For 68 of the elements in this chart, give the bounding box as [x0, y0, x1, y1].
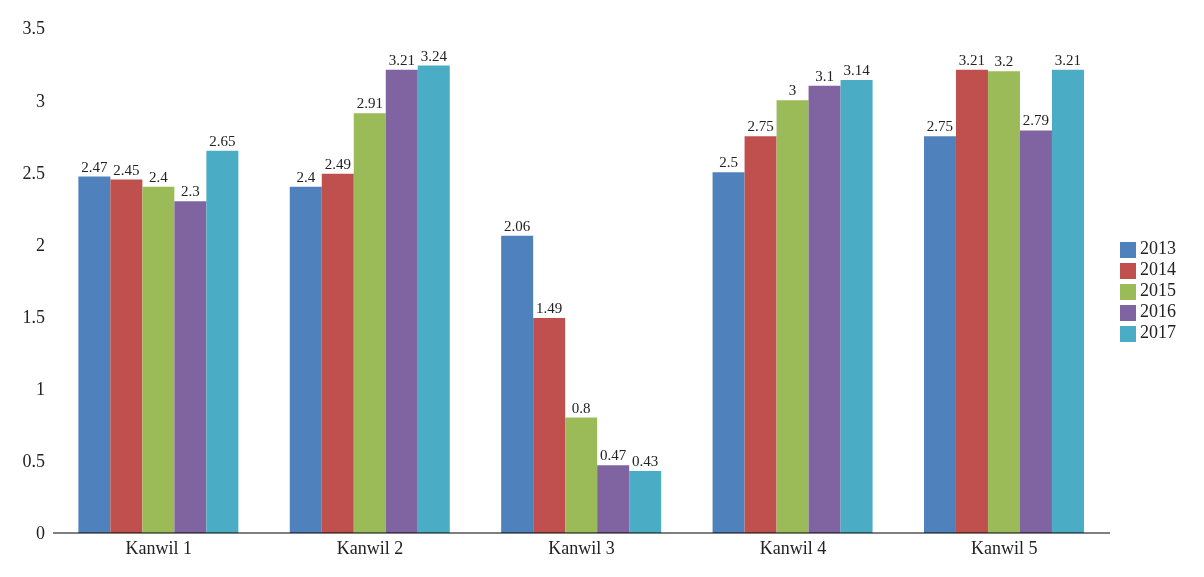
y-tick-label: 0 — [36, 523, 45, 544]
data-label: 3.21 — [388, 51, 415, 68]
bar — [174, 201, 207, 533]
bar — [1019, 130, 1052, 533]
bar — [744, 136, 777, 533]
bar — [385, 69, 418, 533]
bar — [629, 470, 662, 533]
bar — [987, 71, 1020, 533]
x-tick-label: Kanwil 4 — [759, 537, 827, 558]
data-label: 2.47 — [81, 158, 108, 175]
data-label: 3.1 — [815, 67, 834, 84]
bar — [923, 136, 956, 533]
data-label: 3.21 — [1054, 51, 1082, 68]
data-label: 2.65 — [209, 132, 236, 149]
data-label: 2.45 — [113, 161, 140, 178]
legend-label: 2013 — [1140, 238, 1176, 258]
data-label: 2.75 — [747, 118, 774, 135]
bar — [533, 318, 566, 533]
legend-label: 2016 — [1140, 301, 1176, 321]
data-label: 2.91 — [356, 95, 383, 112]
x-tick-label: Kanwil 2 — [336, 537, 404, 558]
bar — [321, 173, 354, 533]
y-tick-label: 1.5 — [22, 306, 45, 327]
data-label: 3.21 — [958, 51, 986, 68]
data-label: 2.4 — [296, 168, 316, 185]
data-label: 3.2 — [994, 53, 1014, 70]
bar — [206, 150, 239, 533]
legend-label: 2015 — [1140, 280, 1176, 300]
data-label: 2.4 — [148, 168, 169, 185]
data-label: 2.3 — [180, 183, 200, 200]
data-label: 3.24 — [420, 47, 448, 64]
data-label: 2.79 — [1022, 112, 1050, 129]
legend-label: 2017 — [1140, 322, 1176, 342]
y-tick-label: 0.5 — [22, 451, 45, 472]
bar — [712, 172, 745, 533]
bar — [353, 113, 386, 533]
bar — [1051, 69, 1084, 533]
bar — [289, 186, 322, 533]
bar — [955, 69, 988, 533]
data-label: 0.8 — [571, 399, 591, 416]
y-tick-label: 2 — [36, 234, 45, 255]
y-tick-label: 3 — [36, 90, 45, 111]
bar — [840, 79, 873, 533]
data-label: 0.43 — [632, 452, 659, 469]
x-tick-label: Kanwil 5 — [971, 537, 1038, 558]
data-label: 1.49 — [536, 300, 563, 317]
legend-label: 2014 — [1140, 259, 1176, 279]
bar — [142, 186, 175, 533]
bar — [417, 65, 450, 533]
data-label: 2.5 — [719, 154, 738, 171]
y-tick-label: 1 — [36, 379, 45, 400]
bar — [597, 465, 630, 533]
bar — [808, 85, 841, 533]
bar — [501, 235, 534, 533]
data-label: 2.06 — [504, 217, 531, 234]
bar — [776, 100, 809, 533]
data-label: 2.49 — [324, 155, 351, 172]
x-tick-label: Kanwil 3 — [548, 537, 615, 558]
bar — [565, 417, 598, 533]
y-tick-label: 3.5 — [22, 18, 45, 39]
data-label: 3.14 — [843, 61, 871, 78]
data-label: 0.47 — [600, 447, 627, 464]
data-label: 3 — [788, 82, 797, 99]
data-label: 2.75 — [926, 118, 954, 135]
y-tick-label: 2.5 — [22, 162, 45, 183]
bar — [110, 179, 143, 533]
x-tick-label: Kanwil 1 — [125, 537, 192, 558]
bar — [78, 176, 111, 533]
